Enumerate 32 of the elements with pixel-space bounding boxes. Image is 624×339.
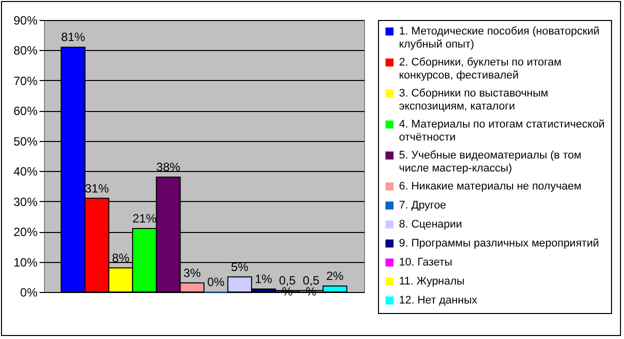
legend-label: 2. Сборники, буклеты по итогам конкурсов, фестивалей	[399, 56, 562, 82]
data-label: 2%	[326, 268, 344, 283]
y-tick-label: 80%	[13, 44, 38, 58]
data-label: 8%	[112, 250, 130, 265]
legend-label: 4. Материалы по итогам статистической отчётности	[399, 118, 605, 144]
legend-label: 10. Газеты	[399, 256, 452, 268]
y-tick-label: 10%	[13, 255, 38, 270]
legend-label: 12. Нет данных	[399, 294, 478, 306]
y-tick-label: 40%	[13, 164, 38, 179]
data-label: 38%	[156, 160, 181, 174]
data-label: 0%	[207, 275, 225, 289]
y-tick-label: 0%	[20, 286, 38, 300]
legend-label: 7. Другое	[399, 200, 446, 212]
legend-label: 9. Программы различных мероприятий	[399, 238, 599, 250]
y-tick-label: 20%	[13, 225, 38, 240]
data-label: 31%	[84, 181, 110, 196]
data-label: 21%	[132, 212, 157, 226]
data-label: 81%	[61, 30, 86, 44]
legend-label: 11. Журналы	[399, 276, 465, 288]
legend-label: 5. Учебные видеоматериалы (в том числе мастер-классы)	[399, 150, 582, 174]
legend-label: 6. Никакие материалы не получаем	[399, 180, 582, 192]
y-tick-label: 60%	[13, 104, 38, 118]
data-label: 5%	[231, 260, 249, 274]
data-label: 3%	[183, 266, 202, 280]
legend-label: 3. Сборники по выставочным экспозициям, каталоги	[399, 88, 548, 112]
y-tick-label: 30%	[13, 194, 38, 209]
y-tick-label: 50%	[13, 134, 38, 148]
legend-label: 1. Методические пособия (новаторский клубный опыт)	[399, 26, 600, 50]
y-tick-label: 90%	[13, 14, 38, 28]
y-tick-label: 70%	[13, 74, 38, 88]
data-label: 1%	[254, 272, 273, 286]
legend-label: 8. Сценарии	[399, 218, 462, 230]
